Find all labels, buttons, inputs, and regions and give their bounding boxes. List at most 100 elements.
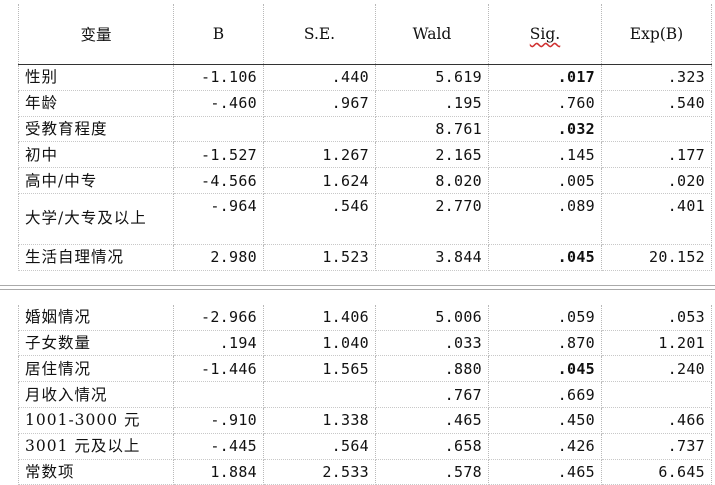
cell-exp-b	[601, 116, 712, 143]
cell-se: .440	[263, 64, 376, 91]
table-row: 年龄 -.460.967.195.760.540	[18, 90, 712, 117]
table-row: 子女数量 .194 1.040.033.870 1.201	[18, 330, 712, 357]
cell-se: 1.565	[263, 355, 376, 383]
page-break	[0, 270, 715, 305]
cell-exp-b: .466	[601, 407, 712, 434]
cell-b: -1.527	[173, 141, 264, 169]
table-row: 3001 元及以上 -.445.564.658.426.737	[18, 433, 712, 460]
cell-b: -2.966	[173, 304, 264, 331]
cell-se: 1.040	[263, 330, 376, 357]
cell-sig: .059	[488, 304, 602, 331]
cell-se: 1.338	[263, 407, 376, 434]
cell-wald: 2.165	[375, 141, 489, 169]
cell-wald: 2.770	[375, 193, 489, 245]
cell-variable: 初中	[18, 141, 174, 169]
table-body-page2: 婚姻情况 -2.966 1.406 5.006.059.053 子女数量 .194 1.04…	[18, 304, 712, 485]
cell-exp-b: 6.645	[601, 459, 712, 485]
table-body-page1: 性别 -1.106.440 5.619.017.323 年龄 -.460.967.195…	[18, 64, 712, 271]
cell-wald: .195	[375, 90, 489, 117]
cell-b	[173, 381, 264, 408]
table-row: 1001-3000 元 -.910 1.338.465.450.466	[18, 407, 712, 434]
cell-sig: .450	[488, 407, 602, 434]
cell-wald: .880	[375, 355, 489, 383]
cell-exp-b: .737	[601, 433, 712, 460]
table-row: 月收入情况 .767.669	[18, 381, 712, 408]
cell-se: .967	[263, 90, 376, 117]
cell-exp-b: 1.201	[601, 330, 712, 357]
page-break-row	[0, 270, 715, 305]
header-sig: Sig.	[488, 4, 602, 65]
cell-wald: .767	[375, 381, 489, 408]
cell-b: -4.566	[173, 167, 264, 194]
cell-sig: .045	[488, 244, 602, 271]
cell-exp-b: .540	[601, 90, 712, 117]
cell-variable: 受教育程度	[18, 116, 174, 143]
cell-exp-b: .240	[601, 355, 712, 383]
cell-sig: .760	[488, 90, 602, 117]
cell-sig: .032	[488, 116, 602, 143]
cell-variable: 婚姻情况	[18, 304, 174, 331]
header-exp-b: Exp(B)	[601, 4, 712, 65]
cell-b: 1.884	[173, 459, 264, 485]
cell-se: 1.406	[263, 304, 376, 331]
cell-variable: 生活自理情况	[18, 244, 174, 271]
table-row: 居住情况 -1.446 1.565.880.045.240	[18, 355, 712, 383]
header-row: 变量 B S.E. Wald Sig. Exp(B)	[18, 4, 712, 65]
table-row: 性别 -1.106.440 5.619.017.323	[18, 64, 712, 91]
cell-b: -.445	[173, 433, 264, 460]
table-row: 受教育程度 8.761.032	[18, 116, 712, 143]
cell-variable: 月收入情况	[18, 381, 174, 408]
cell-sig: .145	[488, 141, 602, 169]
cell-se	[263, 381, 376, 408]
cell-sig: .870	[488, 330, 602, 357]
cell-se	[263, 116, 376, 143]
table-header: 变量 B S.E. Wald Sig. Exp(B)	[18, 4, 712, 65]
cell-sig: .465	[488, 459, 602, 485]
cell-se: .546	[263, 193, 376, 245]
cell-b: 2.980	[173, 244, 264, 271]
cell-exp-b: .020	[601, 167, 712, 194]
cell-b: -.964	[173, 193, 264, 245]
cell-variable: 居住情况	[18, 355, 174, 383]
cell-se: 1.624	[263, 167, 376, 194]
cell-b	[173, 116, 264, 143]
cell-variable: 年龄	[18, 90, 174, 117]
header-wald: Wald	[375, 4, 489, 65]
cell-se: 1.267	[263, 141, 376, 169]
cell-b: -.460	[173, 90, 264, 117]
table-row: 婚姻情况 -2.966 1.406 5.006.059.053	[18, 304, 712, 331]
cell-wald: 8.761	[375, 116, 489, 143]
table-row: 高中/中专 -4.566 1.624 8.020.005.020	[18, 167, 712, 194]
cell-wald: .578	[375, 459, 489, 485]
cell-exp-b: .177	[601, 141, 712, 169]
cell-variable: 1001-3000 元	[18, 407, 174, 434]
cell-b: -.910	[173, 407, 264, 434]
cell-variable: 子女数量	[18, 330, 174, 357]
cell-se: 1.523	[263, 244, 376, 271]
cell-exp-b	[601, 381, 712, 408]
cell-b: -1.106	[173, 64, 264, 91]
cell-variable: 常数项	[18, 459, 174, 485]
cell-wald: .033	[375, 330, 489, 357]
table-row: 生活自理情况 2.980 1.523 3.844.045 20.152	[18, 244, 712, 271]
cell-sig: .089	[488, 193, 602, 245]
cell-se: .564	[263, 433, 376, 460]
table-row: 初中 -1.527 1.267 2.165.145.177	[18, 141, 712, 169]
cell-wald: 3.844	[375, 244, 489, 271]
table-row: 常数项 1.884 2.533.578.465 6.645	[18, 459, 712, 485]
cell-exp-b: 20.152	[601, 244, 712, 271]
page-break-divider	[0, 271, 715, 305]
cell-sig: .005	[488, 167, 602, 194]
cell-b: .194	[173, 330, 264, 357]
header-variable: 变量	[18, 4, 174, 65]
header-b: B	[173, 4, 264, 65]
cell-se: 2.533	[263, 459, 376, 485]
cell-b: -1.446	[173, 355, 264, 383]
cell-variable: 3001 元及以上	[18, 433, 174, 460]
cell-wald: .658	[375, 433, 489, 460]
cell-sig: .045	[488, 355, 602, 383]
cell-sig: .669	[488, 381, 602, 408]
header-se: S.E.	[263, 4, 376, 65]
table-row: 大学/大专及以上 -.964.546 2.770.089.401	[18, 193, 712, 245]
cell-variable: 高中/中专	[18, 167, 174, 194]
